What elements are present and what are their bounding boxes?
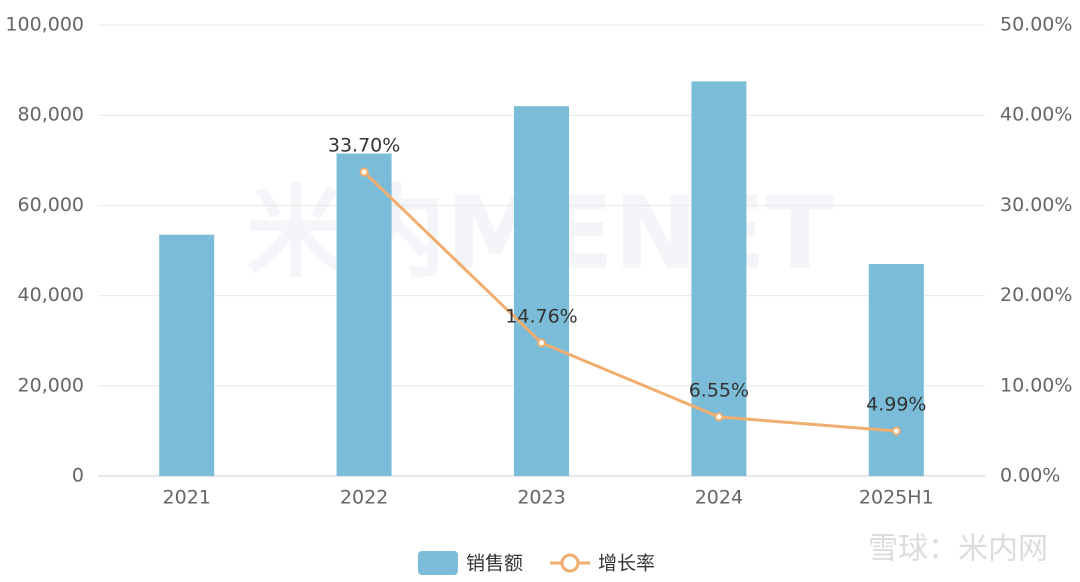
source-watermark: 雪球：米内网 <box>868 532 1048 567</box>
legend-label: 增长率 <box>598 553 655 575</box>
bar <box>868 264 924 476</box>
bar <box>336 153 392 476</box>
x-tick-label: 2024 <box>695 487 743 509</box>
y2-tick-label: 10.00% <box>1000 374 1072 396</box>
y2-tick-label: 20.00% <box>1000 284 1072 306</box>
data-label: 14.76% <box>505 305 577 327</box>
legend-swatch <box>560 553 580 573</box>
point <box>714 412 724 422</box>
y-tick-label: 60,000 <box>18 194 84 216</box>
x-tick-label: 2023 <box>517 487 565 509</box>
x-tick-label: 2021 <box>163 487 211 509</box>
line <box>363 170 897 433</box>
data-label: 33.70% <box>328 135 400 157</box>
y2-tick-label: 40.00% <box>1000 104 1072 126</box>
y-tick-label: 20,000 <box>18 374 84 396</box>
legend-swatch <box>418 551 458 575</box>
y2-tick-label: 30.00% <box>1000 194 1072 216</box>
bar <box>514 106 569 477</box>
x-tick-label: 2025H1 <box>859 487 934 509</box>
y2-tick-label: 50.00% <box>1000 14 1072 36</box>
y2-tick-label: 0.00% <box>1000 465 1060 487</box>
data-label: 6.55% <box>689 379 749 401</box>
point <box>359 167 369 177</box>
y-tick-label: 0 <box>72 465 84 487</box>
point <box>537 338 546 348</box>
y-tick-label: 100,000 <box>5 14 84 36</box>
data-label: 4.99% <box>866 393 926 415</box>
point <box>891 426 901 436</box>
bar <box>159 234 215 476</box>
x-tick-label: 2022 <box>340 487 388 509</box>
y-tick-label: 40,000 <box>18 284 84 306</box>
y-tick-label: 80,000 <box>18 104 84 126</box>
legend-label: 销售额 <box>466 553 523 575</box>
